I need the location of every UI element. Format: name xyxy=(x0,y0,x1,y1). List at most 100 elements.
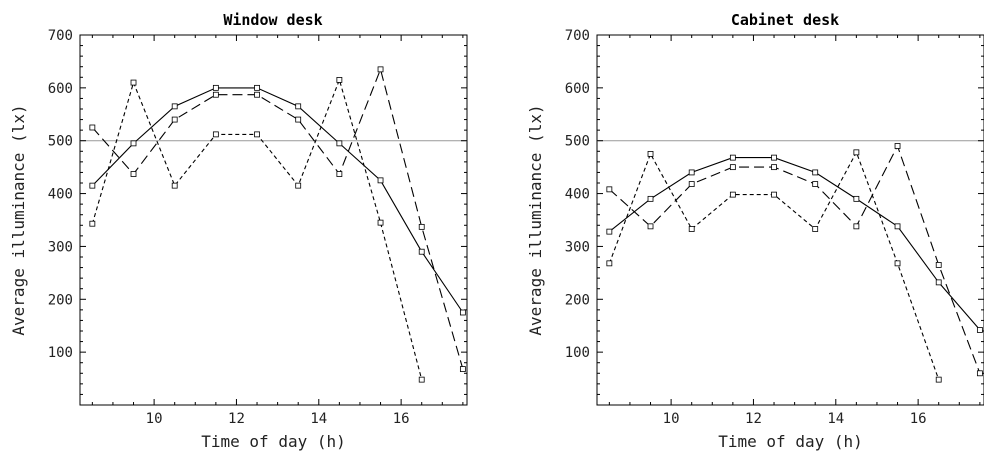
data-point xyxy=(606,228,613,235)
y-axis-label: Average illuminance (lx) xyxy=(526,104,545,335)
chart-panel-1: 100 200 300 400 500 600 700 10 12 14 16 Window desk… xyxy=(9,11,468,451)
data-point xyxy=(853,149,860,156)
chart-title: Cabinet desk xyxy=(731,11,839,29)
data-point xyxy=(976,327,983,333)
x-tick-label: 16 xyxy=(910,411,927,427)
data-point xyxy=(130,79,137,86)
data-point xyxy=(89,124,96,131)
data-point xyxy=(771,191,777,198)
data-point xyxy=(935,262,942,268)
data-point xyxy=(729,191,736,198)
data-point xyxy=(812,181,819,187)
x-axis-label: Time of day (h) xyxy=(201,432,346,451)
data-point xyxy=(459,366,466,372)
x-tick-label: 12 xyxy=(228,411,245,427)
data-point xyxy=(171,103,178,110)
data-point xyxy=(771,164,777,171)
y-tick-label: 400 xyxy=(565,187,590,203)
data-point xyxy=(336,171,343,177)
data-point xyxy=(771,154,777,161)
data-point xyxy=(377,177,384,184)
y-tick-label: 600 xyxy=(565,81,590,97)
y-tick-label: 700 xyxy=(48,28,73,44)
y-tick-label: 200 xyxy=(565,292,590,308)
data-point xyxy=(254,91,260,98)
series-2-long-dash xyxy=(606,143,983,377)
data-point xyxy=(295,103,302,110)
data-point xyxy=(212,84,219,91)
data-point xyxy=(647,195,654,202)
data-point xyxy=(976,370,983,377)
data-point xyxy=(729,154,736,161)
data-point xyxy=(459,309,466,316)
data-point xyxy=(336,140,343,147)
data-point xyxy=(935,279,942,286)
x-tick-label: 10 xyxy=(146,411,163,427)
series-line xyxy=(92,87,464,313)
data-point xyxy=(935,376,942,383)
data-point xyxy=(295,116,302,123)
data-point xyxy=(89,220,96,227)
series-line xyxy=(91,78,423,380)
data-point xyxy=(606,260,613,267)
x-tick-label: 14 xyxy=(310,411,327,427)
data-point xyxy=(377,219,384,226)
data-point xyxy=(336,77,343,83)
data-point xyxy=(418,223,425,230)
plot-frame xyxy=(596,34,984,406)
data-point xyxy=(130,140,137,147)
chart-title: Window desk xyxy=(223,11,322,29)
data-point xyxy=(130,171,137,177)
series-1-solid xyxy=(606,154,983,333)
series-line xyxy=(608,150,940,380)
y-tick-label: 100 xyxy=(48,345,73,361)
y-tick-label: 200 xyxy=(48,292,73,308)
data-point xyxy=(688,226,695,232)
series-line xyxy=(609,144,981,374)
data-point xyxy=(89,182,96,189)
data-point xyxy=(418,248,425,255)
y-axis-label: Average illuminance (lx) xyxy=(9,104,28,335)
data-point xyxy=(295,182,302,189)
series-3-short-dash xyxy=(606,149,942,383)
x-tick-label: 14 xyxy=(827,411,844,427)
data-point xyxy=(894,260,901,267)
chart-panel-2: 100 200 300 400 500 600 700 10 12 14 16 Cabinet des… xyxy=(526,11,984,451)
x-tick-label: 10 xyxy=(663,411,680,427)
series-1-solid xyxy=(89,84,466,316)
y-tick-label: 100 xyxy=(565,345,590,361)
y-tick-label: 400 xyxy=(48,187,73,203)
y-tick-label: 300 xyxy=(565,239,590,255)
y-tick-label: 500 xyxy=(565,134,590,150)
data-point xyxy=(647,151,654,157)
data-point xyxy=(254,131,260,138)
data-point xyxy=(853,223,860,230)
x-axis-label: Time of day (h) xyxy=(718,432,863,451)
series-line xyxy=(91,67,464,370)
data-point xyxy=(418,376,425,383)
series-2-long-dash xyxy=(89,66,466,372)
data-point xyxy=(606,186,613,193)
data-point xyxy=(853,195,860,202)
series-line xyxy=(609,157,981,331)
data-point xyxy=(812,169,819,176)
data-point xyxy=(688,169,695,176)
y-tick-label: 600 xyxy=(48,81,73,97)
y-tick-label: 500 xyxy=(48,134,73,150)
data-point xyxy=(254,84,260,91)
y-tick-label: 300 xyxy=(48,239,73,255)
data-point xyxy=(171,116,178,123)
plot-frame xyxy=(79,34,468,406)
series-3-short-dash xyxy=(89,77,425,383)
data-point xyxy=(171,182,178,189)
data-point xyxy=(212,91,219,98)
data-point xyxy=(812,226,819,232)
data-point xyxy=(688,181,695,187)
data-point xyxy=(894,143,901,149)
x-tick-label: 16 xyxy=(393,411,410,427)
data-point xyxy=(729,164,736,171)
data-point xyxy=(212,131,219,138)
data-point xyxy=(647,223,654,230)
x-tick-label: 12 xyxy=(745,411,762,427)
